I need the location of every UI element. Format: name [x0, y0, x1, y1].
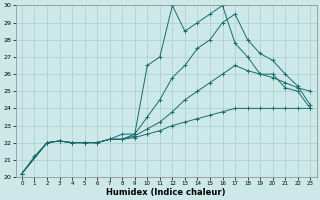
X-axis label: Humidex (Indice chaleur): Humidex (Indice chaleur)	[106, 188, 226, 197]
